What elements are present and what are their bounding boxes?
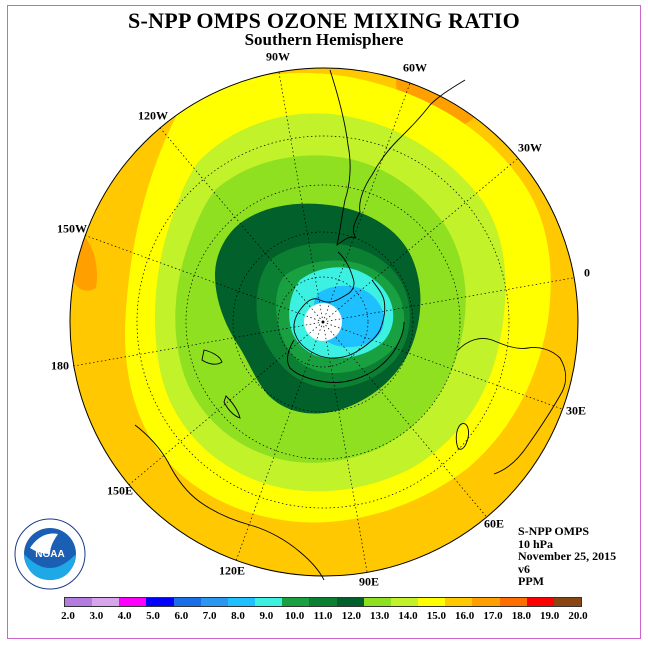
colorbar-label: 12.0 <box>341 610 361 622</box>
lon-label-120E: 120E <box>218 563 246 578</box>
info-units: PPM <box>518 574 544 588</box>
colorbar-cell <box>363 598 391 606</box>
colorbar-cell <box>445 598 473 606</box>
colorbar-cell <box>499 598 527 606</box>
colorbar-cell <box>472 598 500 606</box>
info-date: November 25, 2015 <box>518 549 617 563</box>
lon-label-90E: 90E <box>358 574 380 589</box>
colorbar-label: 5.0 <box>146 610 160 622</box>
colorbar-label: 10.0 <box>285 610 305 622</box>
colorbar-label: 11.0 <box>313 610 333 622</box>
colorbar-label: 16.0 <box>455 610 475 622</box>
colorbar-cell <box>200 598 228 606</box>
colorbar-label: 9.0 <box>259 610 274 622</box>
pole-marker <box>321 320 325 324</box>
colorbar-label: 18.0 <box>511 610 531 622</box>
noaa-logo-text: NOAA <box>35 549 64 560</box>
australia-coast <box>134 424 325 581</box>
colorbar <box>64 597 582 607</box>
colorbar-label: 14.0 <box>398 610 418 622</box>
lon-label-60E: 60E <box>483 516 505 531</box>
antarctic-peninsula <box>293 251 386 359</box>
colorbar-cell <box>282 598 310 606</box>
colorbar-label: 4.0 <box>117 610 132 622</box>
map-boundary <box>69 67 579 577</box>
info-level: 10 hPa <box>518 536 554 551</box>
lon-label-150E: 150E <box>106 483 134 498</box>
colorbar-cell <box>553 598 581 606</box>
graticule <box>72 71 574 573</box>
lon-label-30W: 30W <box>518 140 542 155</box>
lon-label-0: 0 <box>584 265 590 280</box>
antarctica-coast-east <box>287 321 405 383</box>
madagascar-coast <box>455 423 469 450</box>
colorbar-label: 8.0 <box>231 610 245 622</box>
colorbar-cell <box>146 598 174 606</box>
colorbar-cell <box>390 598 419 606</box>
colorbar-label: 17.0 <box>483 610 503 622</box>
colorbar-cell <box>173 598 201 606</box>
map-title: S-NPP OMPS OZONE MIXING RATIO <box>127 8 521 33</box>
info-version: v6 <box>518 561 530 576</box>
latitude-circle-60S <box>185 184 461 460</box>
colorbar-cell <box>119 598 147 606</box>
lon-label-120W: 120W <box>138 108 168 123</box>
south-america-coast <box>329 69 466 247</box>
colorbar-cell <box>526 598 554 606</box>
latitude-circle-70S <box>232 231 414 413</box>
colorbar-cell <box>65 598 93 606</box>
colorbar-label: 6.0 <box>174 610 189 622</box>
lon-label-60W: 60W <box>403 60 427 75</box>
colorbar-cell <box>309 598 337 606</box>
lon-label-150W: 150W <box>57 221 87 236</box>
colorbar-cell <box>418 598 446 606</box>
coastlines <box>134 69 567 581</box>
info-instrument: S-NPP OMPS <box>518 524 589 538</box>
map-subtitle: Southern Hemisphere <box>244 30 404 49</box>
latitude-circle-80S <box>277 276 369 368</box>
colorbar-label: 13.0 <box>370 610 390 622</box>
colorbar-label: 19.0 <box>540 610 560 622</box>
colorbar-label: 3.0 <box>89 610 104 622</box>
noaa-logo-icon: NOAA <box>14 518 86 590</box>
plot-frame <box>7 5 641 639</box>
map-info-block: S-NPP OMPS 10 hPa November 25, 2015 v6 P… <box>518 525 616 588</box>
colorbar-cell <box>255 598 283 606</box>
colorbar-label: 20.0 <box>568 610 588 622</box>
colorbar-labels: 2.0 3.0 4.0 5.0 6.0 7.0 8.0 9.0 10.0 11.0 12.0 13.0… <box>0 610 648 624</box>
africa-coast <box>457 338 567 475</box>
colorbar-label: 15.0 <box>426 610 446 622</box>
colorbar-cell <box>336 598 364 606</box>
new-zealand-coast <box>201 349 241 419</box>
latitude-circle-50S <box>136 135 510 509</box>
lon-label-180: 180 <box>51 358 69 373</box>
colorbar-label: 2.0 <box>61 610 75 622</box>
lon-label-30E: 30E <box>565 403 587 418</box>
colorbar-cell <box>92 598 120 606</box>
colorbar-label: 7.0 <box>202 610 217 622</box>
lon-label-90W: 90W <box>266 49 290 64</box>
colorbar-cell <box>227 598 256 606</box>
